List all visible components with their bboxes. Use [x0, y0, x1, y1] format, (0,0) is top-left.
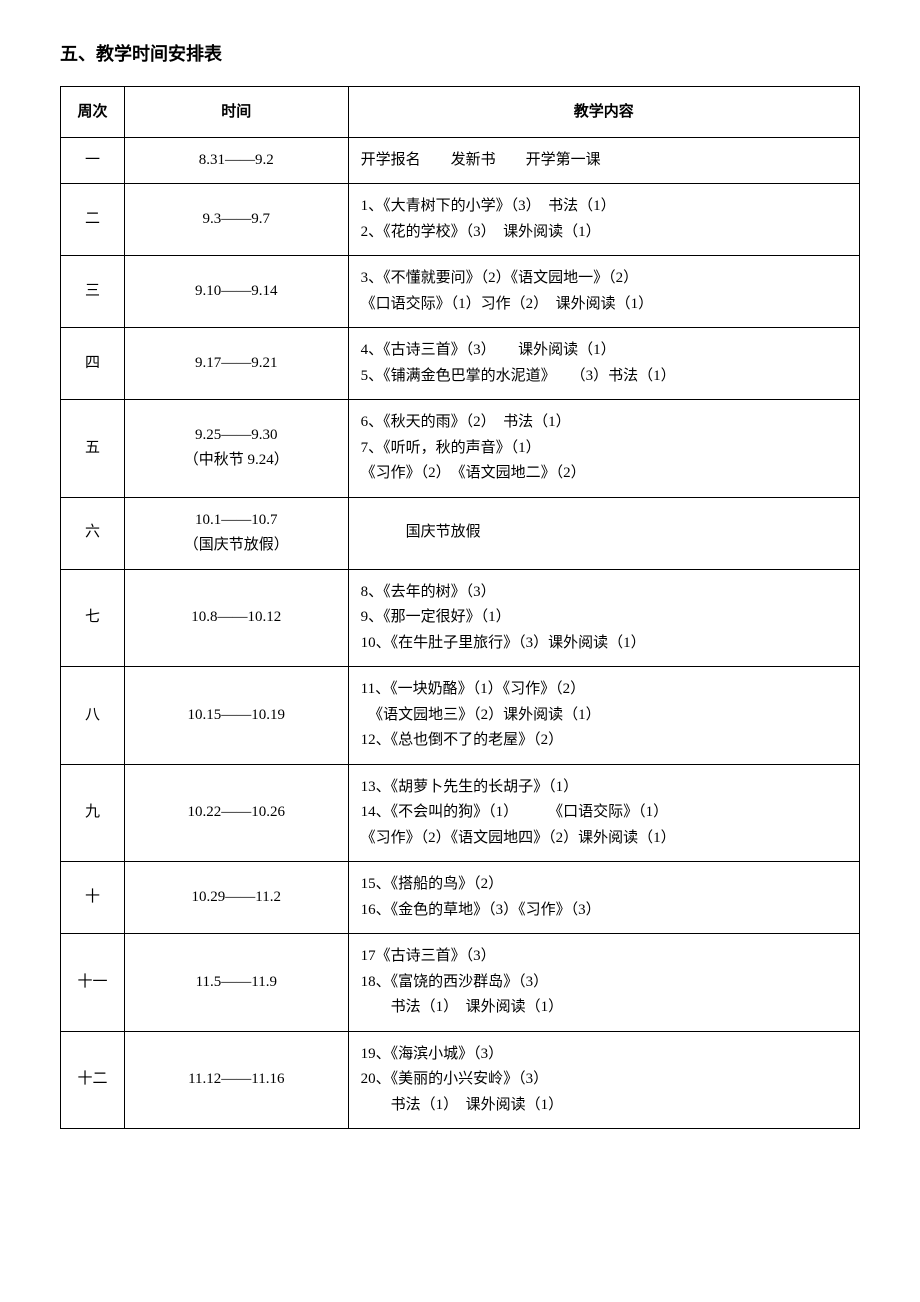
time-cell: 10.22——10.26 [124, 764, 348, 862]
table-row: 十10.29——11.215、《搭船的鸟》（2）16、《金色的草地》（3）《习作… [61, 862, 860, 934]
week-cell: 五 [61, 400, 125, 498]
table-row: 十二11.12——11.1619、《海滨小城》（3）20、《美丽的小兴安岭》（3… [61, 1031, 860, 1129]
week-cell: 十一 [61, 934, 125, 1032]
time-cell: 10.8——10.12 [124, 569, 348, 667]
table-row: 八10.15——10.1911、《一块奶酪》（1）《习作》（2） 《语文园地三》… [61, 667, 860, 765]
table-row: 十一11.5——11.917《古诗三首》（3）18、《富饶的西沙群岛》（3） 书… [61, 934, 860, 1032]
header-week: 周次 [61, 87, 125, 138]
content-cell: 13、《胡萝卜先生的长胡子》（1）14、《不会叫的狗》（1） 《口语交际》（1）… [348, 764, 859, 862]
content-cell: 17《古诗三首》（3）18、《富饶的西沙群岛》（3） 书法（1） 课外阅读（1） [348, 934, 859, 1032]
content-cell: 6、《秋天的雨》（2） 书法（1）7、《听听，秋的声音》（1）《习作》（2） 《… [348, 400, 859, 498]
week-cell: 七 [61, 569, 125, 667]
time-cell: 9.3——9.7 [124, 184, 348, 256]
content-cell: 开学报名 发新书 开学第一课 [348, 137, 859, 184]
table-row: 三9.10——9.143、《不懂就要问》（2）《语文园地一》（2）《口语交际》（… [61, 256, 860, 328]
content-cell: 8、《去年的树》（3）9、《那一定很好》（1）10、《在牛肚子里旅行》（3）课外… [348, 569, 859, 667]
time-cell: 10.29——11.2 [124, 862, 348, 934]
table-row: 五9.25——9.30（中秋节 9.24）6、《秋天的雨》（2） 书法（1）7、… [61, 400, 860, 498]
week-cell: 三 [61, 256, 125, 328]
week-cell: 九 [61, 764, 125, 862]
section-title: 五、教学时间安排表 [60, 40, 860, 66]
week-cell: 四 [61, 328, 125, 400]
week-cell: 十 [61, 862, 125, 934]
time-cell: 10.1——10.7（国庆节放假） [124, 497, 348, 569]
table-row: 九10.22——10.2613、《胡萝卜先生的长胡子》（1）14、《不会叫的狗》… [61, 764, 860, 862]
week-cell: 六 [61, 497, 125, 569]
table-row: 一8.31——9.2开学报名 发新书 开学第一课 [61, 137, 860, 184]
content-cell: 国庆节放假 [348, 497, 859, 569]
table-row: 六10.1——10.7（国庆节放假） 国庆节放假 [61, 497, 860, 569]
time-cell: 9.10——9.14 [124, 256, 348, 328]
content-cell: 19、《海滨小城》（3）20、《美丽的小兴安岭》（3） 书法（1） 课外阅读（1… [348, 1031, 859, 1129]
header-content: 教学内容 [348, 87, 859, 138]
content-cell: 1、《大青树下的小学》（3） 书法（1）2、《花的学校》（3） 课外阅读（1） [348, 184, 859, 256]
content-cell: 15、《搭船的鸟》（2）16、《金色的草地》（3）《习作》（3） [348, 862, 859, 934]
schedule-table: 周次 时间 教学内容 一8.31——9.2开学报名 发新书 开学第一课二9.3—… [60, 86, 860, 1129]
time-cell: 11.5——11.9 [124, 934, 348, 1032]
week-cell: 一 [61, 137, 125, 184]
content-cell: 4、《古诗三首》（3） 课外阅读（1）5、《铺满金色巴掌的水泥道》 （3）书法（… [348, 328, 859, 400]
week-cell: 八 [61, 667, 125, 765]
time-cell: 8.31——9.2 [124, 137, 348, 184]
table-row: 四9.17——9.214、《古诗三首》（3） 课外阅读（1）5、《铺满金色巴掌的… [61, 328, 860, 400]
week-cell: 二 [61, 184, 125, 256]
time-cell: 11.12——11.16 [124, 1031, 348, 1129]
time-cell: 10.15——10.19 [124, 667, 348, 765]
content-cell: 11、《一块奶酪》（1）《习作》（2） 《语文园地三》（2）课外阅读（1）12、… [348, 667, 859, 765]
header-row: 周次 时间 教学内容 [61, 87, 860, 138]
time-cell: 9.25——9.30（中秋节 9.24） [124, 400, 348, 498]
header-time: 时间 [124, 87, 348, 138]
week-cell: 十二 [61, 1031, 125, 1129]
table-row: 七10.8——10.128、《去年的树》（3）9、《那一定很好》（1）10、《在… [61, 569, 860, 667]
table-row: 二9.3——9.71、《大青树下的小学》（3） 书法（1）2、《花的学校》（3）… [61, 184, 860, 256]
time-cell: 9.17——9.21 [124, 328, 348, 400]
content-cell: 3、《不懂就要问》（2）《语文园地一》（2）《口语交际》（1）习作（2） 课外阅… [348, 256, 859, 328]
